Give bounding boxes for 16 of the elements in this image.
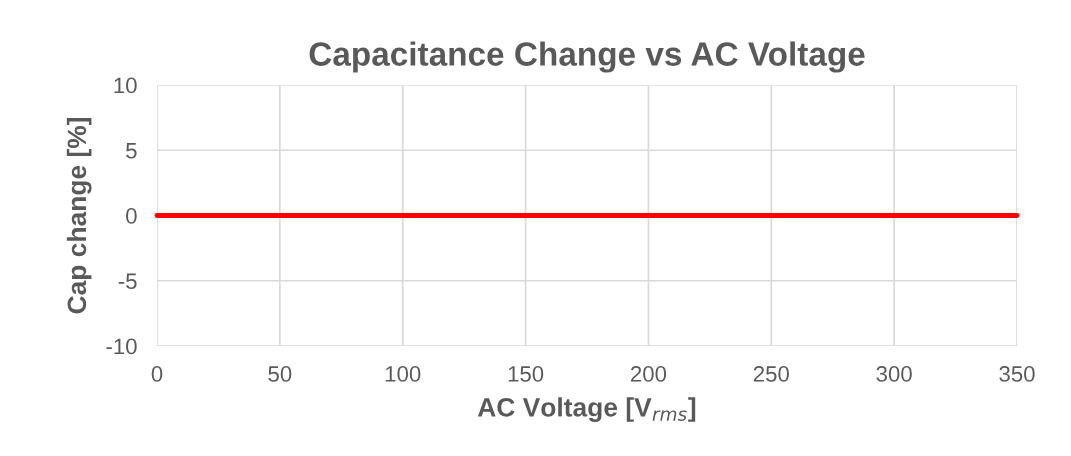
x-tick-label: 150 [508,366,544,382]
y-tick-label: 10 [114,77,137,94]
chart-title: Capacitance Change vs AC Voltage [309,41,865,73]
x-tick-label: 250 [753,366,789,382]
y-tick-label: -5 [118,273,137,290]
y-tick-label: 0 [126,208,137,224]
x-tick-label: 200 [631,366,667,382]
x-tick-label: 350 [999,366,1035,382]
x-tick-label: 300 [876,366,912,382]
x-tick-label: 100 [385,366,421,382]
y-tick-label: -10 [106,338,137,355]
x-tick-label: 50 [268,366,292,382]
x-axis-title: AC Voltage [V$_{rms}$] [477,397,696,422]
y-axis-title: Cap change [%] [66,118,92,314]
y-tick-label: 5 [126,143,137,159]
x-tick-label: 0 [151,366,163,382]
